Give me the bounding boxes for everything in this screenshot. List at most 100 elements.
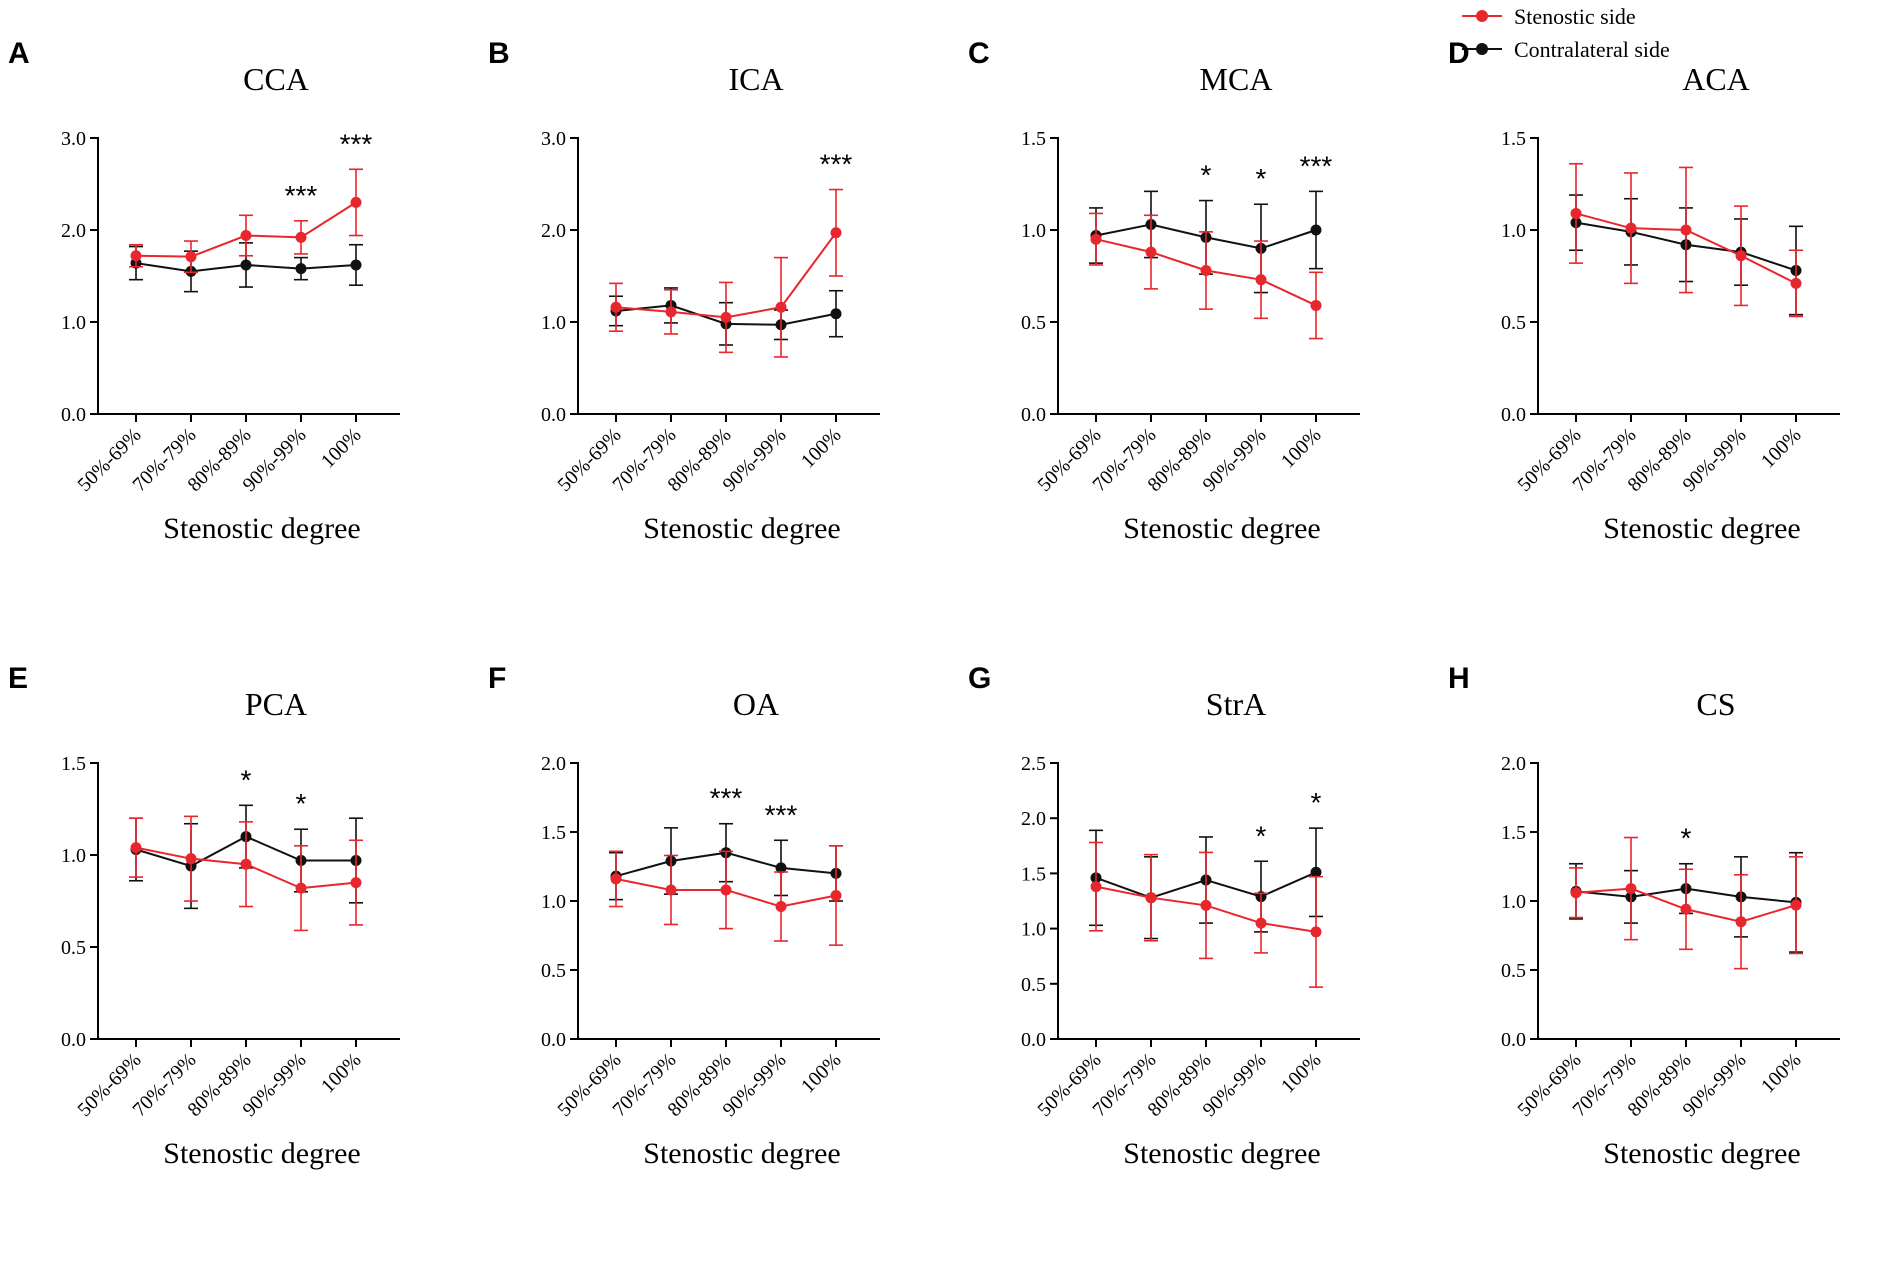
panel-c-significance-marker: * [1201,160,1212,191]
panel-a-stenotic-point [240,230,252,242]
panel-b-stenotic-point [830,227,842,239]
panel-b-letter: B [488,37,510,70]
panel-f-y-tick-label: 0.0 [541,1029,566,1051]
panel-g-stenotic-series [1089,841,1323,988]
panel-g-x-axis-label: Stenostic degree [1123,1137,1320,1170]
panel-g-significance-marker: * [1256,820,1267,851]
panel-b-y-tick-label: 0.0 [541,404,566,426]
panel-a-y-tick-label: 0.0 [61,404,86,426]
panel-e-title: PCA [245,686,307,722]
panel-c-contralateral-point [1310,224,1322,236]
panel-g-stenotic-point [1090,881,1102,893]
panel-f-significance-marker: *** [710,783,743,814]
panel-f-stenotic-point [830,889,842,901]
panel-c-stenotic-point [1255,274,1267,286]
panel-d-x-tick-label: 100% [1757,424,1806,473]
panel-g-contralateral-point [1310,866,1322,878]
panel-a-y-tick-label: 1.0 [61,312,86,334]
panel-f-significance-marker: *** [765,799,798,830]
panel-h-stenotic-point [1625,883,1637,895]
panel-e-stenotic-point [185,853,197,865]
panel-c-significance-marker: *** [1300,150,1333,181]
panel-h-title: CS [1696,686,1735,722]
panel-e-stenotic-point [240,858,252,870]
panel-g-y-tick-label: 1.5 [1021,863,1046,885]
panel-d-y-tick-label: 1.0 [1501,220,1526,242]
panel-b-stenotic-point [610,301,622,313]
panel-h-y-tick-label: 0.0 [1501,1029,1526,1051]
panel-f-x-axis-label: Stenostic degree [643,1137,840,1170]
panel-f-stenotic-point [610,873,622,885]
panel-e-stenotic-point [295,882,307,894]
panel-c-stenotic-point [1090,233,1102,245]
panel-f-y-tick-label: 0.5 [541,960,566,982]
panel-g-y-tick-label: 0.0 [1021,1029,1046,1051]
panel-f-x-tick-label: 100% [797,1049,846,1098]
panel-g-significance-marker: * [1311,787,1322,818]
panel-g-stenotic-point [1200,899,1212,911]
panel-g-stenotic-point [1310,926,1322,938]
panel-h-y-tick-label: 1.0 [1501,891,1526,913]
panel-h-y-tick-label: 1.5 [1501,822,1526,844]
panel-b-x-tick-label: 100% [797,424,846,473]
panel-a: ACCA0.01.02.03.050%-69%70%-79%80%-89%90%… [8,37,400,545]
panel-c-y-tick-label: 0.0 [1021,404,1046,426]
panel-a-stenotic-point [185,251,197,263]
legend: Stenostic side Contralateral side [1462,4,1670,62]
panel-c-stenotic-point [1200,264,1212,276]
panel-c-stenotic-series [1089,212,1323,340]
panel-a-letter: A [8,37,30,70]
panel-b-y-tick-label: 3.0 [541,128,566,150]
panel-e-stenotic-point [350,877,362,889]
panel-d-title: ACA [1682,61,1750,97]
panel-d-y-tick-label: 0.0 [1501,404,1526,426]
panel-f-stenotic-series [609,844,843,946]
panel-g-stenotic-point [1145,892,1157,904]
panel-c-stenotic-point [1310,299,1322,311]
panel-a-stenotic-series [129,168,363,274]
panel-c-y-tick-label: 1.5 [1021,128,1046,150]
panel-e-y-tick-label: 0.0 [61,1029,86,1051]
panel-a-y-tick-label: 2.0 [61,220,86,242]
panel-d-stenotic-point [1680,224,1692,236]
panel-b-y-tick-label: 2.0 [541,220,566,242]
panel-h-y-tick-label: 0.5 [1501,960,1526,982]
panel-g-y-tick-label: 2.5 [1021,753,1046,775]
panel-c-x-axis-label: Stenostic degree [1123,512,1320,545]
panel-f-stenotic-point [775,901,787,913]
legend-contralateral-label: Contralateral side [1514,37,1670,62]
panel-h-stenotic-point [1735,916,1747,928]
panel-a-significance-marker: *** [285,180,318,211]
panel-a-significance-marker: *** [340,128,373,159]
panel-h-y-tick-label: 2.0 [1501,753,1526,775]
panel-h-x-tick-label: 100% [1757,1049,1806,1098]
panel-e-x-tick-label: 100% [317,1049,366,1098]
panel-a-title: CCA [243,61,309,97]
panel-b-significance-marker: *** [820,149,853,180]
legend-stenotic-marker [1476,10,1488,22]
panel-a-contralateral-point [295,263,307,275]
panel-d: DACA0.00.51.01.550%-69%70%-79%80%-89%90%… [1448,37,1840,545]
panel-b-y-tick-label: 1.0 [541,312,566,334]
panel-h-x-axis-label: Stenostic degree [1603,1137,1800,1170]
panel-b-stenotic-point [665,306,677,318]
panel-g-letter: G [968,662,991,695]
panel-a-y-tick-label: 3.0 [61,128,86,150]
panel-e-stenotic-series [129,815,363,932]
panel-f-title: OA [733,686,779,722]
panel-e-significance-marker: * [296,788,307,819]
panel-a-contralateral-point [240,259,252,271]
panel-e-y-tick-label: 1.0 [61,845,86,867]
panel-f-stenotic-point [720,884,732,896]
panel-d-stenotic-point [1625,222,1637,234]
panel-g-x-tick-label: 100% [1277,1049,1326,1098]
panel-b-title: ICA [728,61,783,97]
panel-d-stenotic-point [1570,207,1582,219]
panel-c-stenotic-point [1145,246,1157,258]
panel-a-stenotic-point [350,196,362,208]
panel-g: GStrA0.00.51.01.52.02.550%-69%70%-79%80%… [968,662,1360,1170]
panel-f-stenotic-point [665,884,677,896]
panel-c-y-tick-label: 1.0 [1021,220,1046,242]
panel-d-letter: D [1448,37,1470,70]
